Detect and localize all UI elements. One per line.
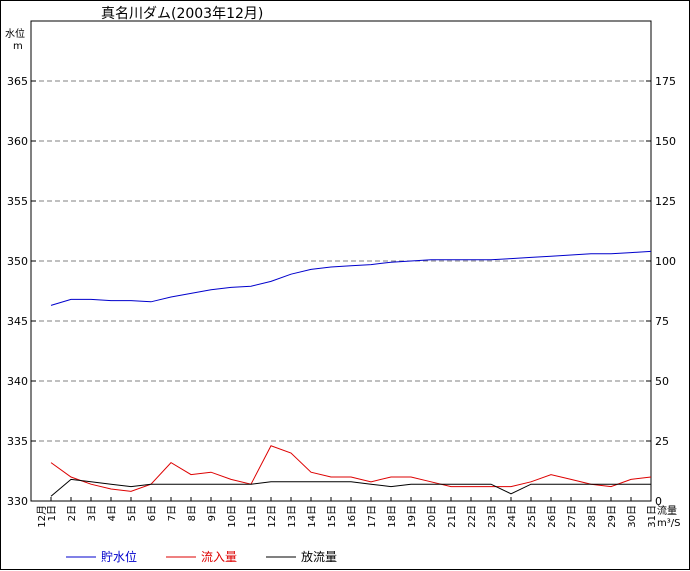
grid-lines [30,20,652,502]
y-left-tick-label: 335 [7,435,28,448]
x-tick-label: 5日 [127,505,138,521]
x-month-label: 12月 [36,505,48,528]
x-tick-label: 4日 [107,505,118,521]
y-right-unit: m³/S [657,518,680,529]
series-line-放流量 [50,478,651,497]
x-tick-label: 15日 [327,505,338,528]
y-left-tick-label: 365 [7,75,28,88]
y-right-tick-label: 25 [655,435,669,448]
y-axis-right: 0 25 50 75 100 125 150 175 [646,75,676,508]
x-tick-label: 27日 [567,505,578,528]
x-tick-label: 6日 [147,505,158,521]
y-right-tick-label: 150 [655,135,676,148]
legend-label: 流入量 [201,550,237,564]
y-left-unit: m [13,41,23,52]
y-left-label: 水位 [5,27,25,40]
x-tick-label: 2日 [67,505,78,521]
x-tick-label: 16日 [347,505,358,528]
y-right-tick-label: 175 [655,75,676,88]
y-right-tick-label: 100 [655,255,676,268]
legend-label: 放流量 [301,549,337,564]
legend-label: 貯水位 [101,549,137,564]
legend: 貯水位 流入量 放流量 [66,549,337,564]
x-tick-label: 1日 [47,505,58,521]
chart-title: 真名川ダム(2003年12月) [101,6,263,22]
series-line-貯水位 [50,250,652,306]
x-tick-label: 25日 [527,505,538,528]
y-left-tick-label: 330 [7,495,28,508]
x-tick-label: 31日 [647,505,658,528]
y-left-tick-label: 340 [7,375,28,388]
y-right-tick-label: 75 [655,315,669,328]
y-left-tick-label: 345 [7,315,28,328]
y-right-tick-label: 125 [655,195,676,208]
x-tick-label: 19日 [407,505,418,528]
y-right-tick-label: 0 [655,495,662,508]
y-right-label: 流量 [657,504,677,517]
x-tick-label: 28日 [587,505,598,528]
x-tick-label: 18日 [387,505,398,528]
x-tick-label: 22日 [467,505,478,528]
x-tick-label: 29日 [607,505,618,528]
y-right-tick-label: 50 [655,375,669,388]
y-left-tick-label: 360 [7,135,28,148]
x-tick-label: 23日 [487,505,498,528]
x-tick-label: 12日 [267,505,278,528]
x-tick-label: 30日 [627,505,638,528]
x-tick-label: 24日 [507,505,518,528]
x-tick-label: 7日 [167,505,178,521]
x-tick-label: 26日 [547,505,558,528]
x-tick-label: 10日 [227,505,238,528]
x-tick-label: 14日 [307,505,318,528]
x-tick-label: 17日 [367,505,378,528]
y-left-tick-label: 350 [7,255,28,268]
y-left-tick-label: 355 [7,195,28,208]
x-tick-label: 8日 [187,505,198,521]
x-tick-label: 9日 [207,505,218,521]
x-axis: 1日 2日 3日 4日 5日 6日 7日 8日 9日 10日 11日 12日 13日 14日 15日 16日 1… [36,497,658,528]
y-axis-left: 330 335 340 345 350 355 360 365 [7,75,36,508]
x-tick-label: 20日 [427,505,438,528]
x-tick-label: 21日 [447,505,458,528]
plot-area [50,250,652,497]
x-tick-label: 11日 [247,505,258,528]
x-tick-label: 13日 [287,505,298,528]
x-tick-label: 3日 [87,505,98,521]
